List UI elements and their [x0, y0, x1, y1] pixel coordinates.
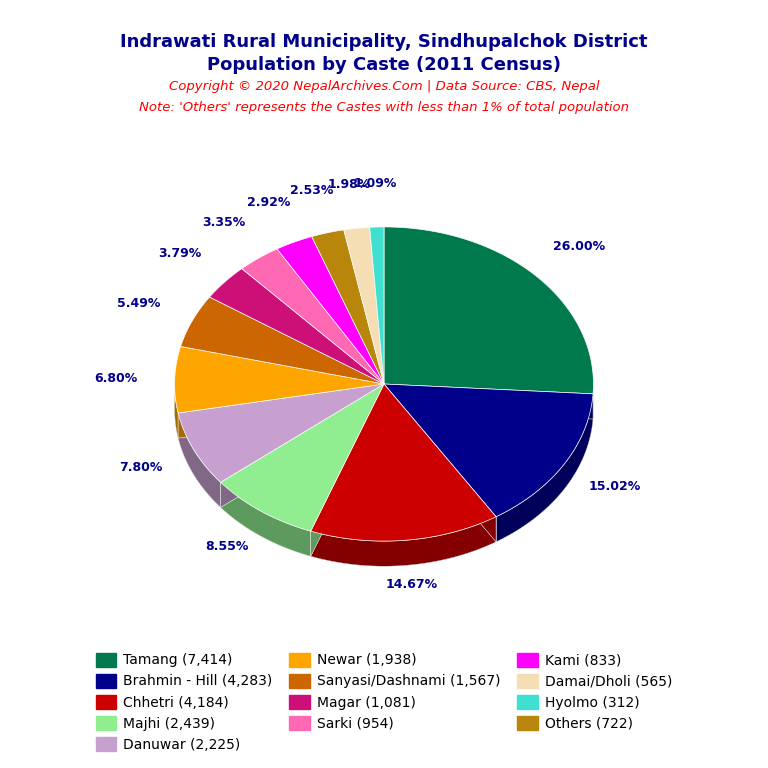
Text: 1.09%: 1.09% [353, 177, 396, 190]
Polygon shape [384, 384, 593, 517]
Polygon shape [384, 384, 593, 419]
Text: 3.79%: 3.79% [158, 247, 201, 260]
Text: 8.55%: 8.55% [205, 541, 249, 554]
Text: 1.98%: 1.98% [327, 178, 371, 191]
Polygon shape [178, 384, 384, 438]
Text: 15.02%: 15.02% [588, 480, 641, 493]
Text: 6.80%: 6.80% [94, 372, 137, 385]
Text: Indrawati Rural Municipality, Sindhupalchok District: Indrawati Rural Municipality, Sindhupalc… [121, 33, 647, 51]
Polygon shape [496, 394, 593, 542]
Polygon shape [220, 384, 384, 508]
Polygon shape [180, 297, 384, 384]
Polygon shape [311, 517, 496, 566]
Text: 26.00%: 26.00% [554, 240, 605, 253]
Legend: Tamang (7,414), Brahmin - Hill (4,283), Chhetri (4,184), Majhi (2,439), Danuwar : Tamang (7,414), Brahmin - Hill (4,283), … [90, 647, 678, 757]
Text: 7.80%: 7.80% [119, 462, 162, 475]
Text: Population by Caste (2011 Census): Population by Caste (2011 Census) [207, 56, 561, 74]
Polygon shape [220, 384, 384, 531]
Text: 2.53%: 2.53% [290, 184, 333, 197]
Polygon shape [384, 384, 593, 419]
Polygon shape [311, 384, 496, 541]
Polygon shape [220, 384, 384, 508]
Text: Copyright © 2020 NepalArchives.Com | Data Source: CBS, Nepal: Copyright © 2020 NepalArchives.Com | Dat… [169, 80, 599, 92]
Text: Note: 'Others' represents the Castes with less than 1% of total population: Note: 'Others' represents the Castes wit… [139, 101, 629, 114]
Polygon shape [311, 384, 384, 556]
Polygon shape [242, 249, 384, 384]
Polygon shape [384, 384, 496, 542]
Polygon shape [277, 237, 384, 384]
Polygon shape [220, 482, 311, 556]
Polygon shape [384, 384, 496, 542]
Polygon shape [178, 384, 384, 438]
Polygon shape [311, 384, 384, 556]
Polygon shape [369, 227, 384, 384]
Ellipse shape [174, 252, 594, 566]
Text: 3.35%: 3.35% [202, 217, 245, 230]
Polygon shape [312, 230, 384, 384]
Polygon shape [174, 385, 178, 438]
Polygon shape [384, 227, 594, 394]
Text: 14.67%: 14.67% [386, 578, 438, 591]
Polygon shape [178, 384, 384, 482]
Polygon shape [210, 269, 384, 384]
Text: 2.92%: 2.92% [247, 196, 290, 209]
Polygon shape [344, 227, 384, 384]
Text: 5.49%: 5.49% [117, 296, 161, 310]
Polygon shape [174, 346, 384, 413]
Polygon shape [178, 413, 220, 508]
